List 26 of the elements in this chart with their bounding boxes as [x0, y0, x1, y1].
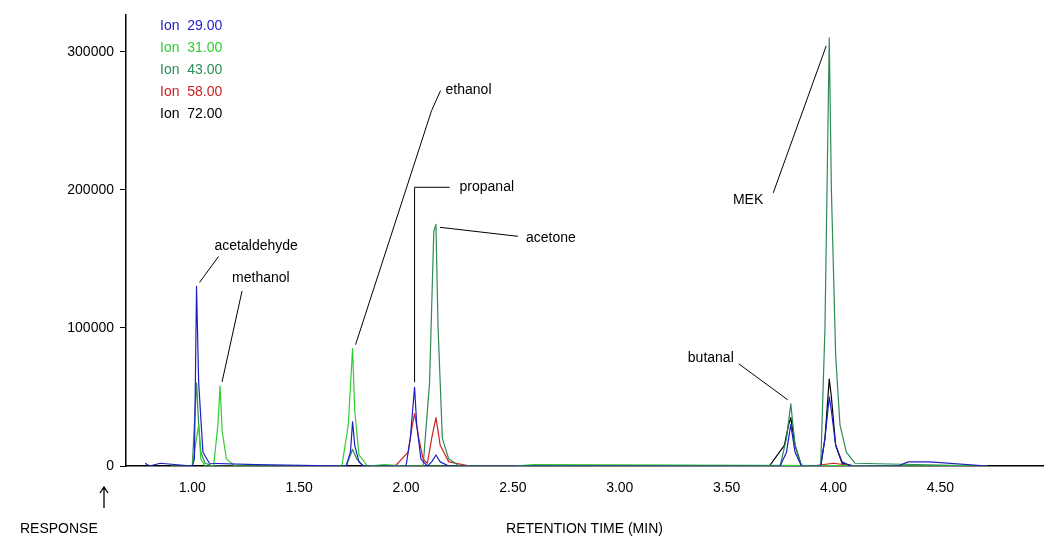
x-tick-label: 4.50: [926, 479, 955, 496]
text: Ion 58.00: [160, 82, 223, 101]
x-tick-label: 4.00: [819, 479, 848, 496]
text: Ion 43.00: [160, 60, 223, 79]
annotation: MEK: [732, 190, 764, 207]
annotation: butanal: [687, 348, 734, 365]
x-tick-label: 1.00: [178, 479, 207, 496]
x-tick-label: 2.50: [499, 479, 527, 496]
x-axis-title: RETENTION TIME (MIN): [505, 520, 664, 536]
x-tick-label: 1.50: [285, 479, 313, 496]
annotation: methanol: [232, 268, 290, 285]
x-tick-label: 3.50: [713, 479, 741, 496]
annotation: propanal: [459, 178, 515, 195]
y-tick-label: 100000: [67, 318, 115, 335]
y-tick-label: 300000: [67, 42, 115, 59]
y-tick-label: 200000: [67, 180, 115, 197]
annotation: ethanol: [445, 81, 492, 98]
annotation: acetone: [525, 229, 576, 246]
y-axis-title: RESPONSE: [20, 520, 98, 536]
x-tick-label: 3.00: [606, 479, 634, 496]
text: Ion 29.00: [160, 16, 223, 35]
x-tick-label: 2.00: [392, 479, 420, 496]
text: Ion 72.00: [160, 104, 223, 123]
text: Ion 31.00: [160, 38, 223, 57]
y-tick-label: 0: [106, 456, 115, 473]
annotation: acetaldehyde: [214, 237, 299, 254]
